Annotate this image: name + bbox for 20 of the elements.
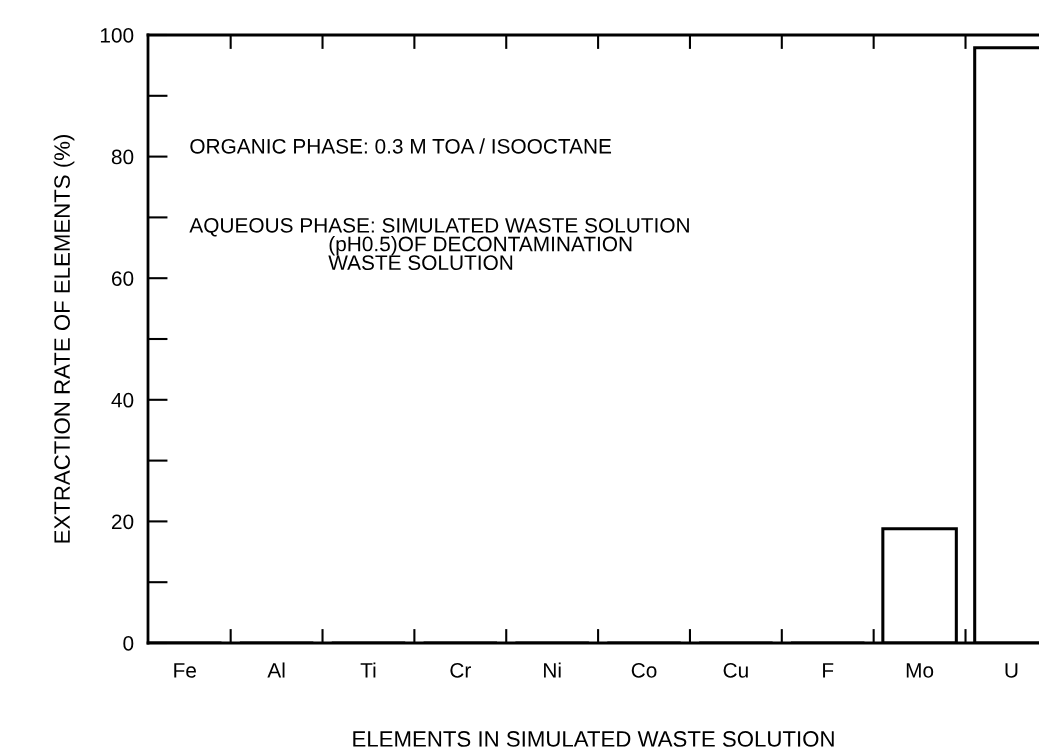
x-tick-label: U	[1005, 663, 1018, 678]
annotation: ORGANIC PHASE: 0.3 M TOA / ISOOCTANE	[190, 138, 612, 154]
x-tick-label: Mo	[906, 663, 934, 678]
x-tick-label: Co	[631, 662, 657, 678]
x-tick-label: Al	[267, 662, 285, 678]
x-tick-label: Cr	[450, 662, 471, 678]
y-tick-label: 60	[112, 271, 134, 286]
x-tick-label: Ni	[544, 662, 561, 678]
y-tick-label: 0	[123, 636, 134, 651]
y-tick-label: 100	[100, 28, 134, 43]
annotation: AQUEOUS PHASE: SIMULATED WASTE SOLUTION (pH0.5)OF DECONTAMINATION WASTE SOLUTION	[189, 217, 689, 271]
x-tick-label: F	[823, 663, 834, 678]
y-axis-title: EXTRACTION RATE OF ELEMENTS (%)	[53, 135, 75, 543]
y-tick-label: 80	[111, 149, 134, 165]
y-tick-label: 20	[111, 514, 134, 530]
x-tick-label: Fe	[174, 663, 196, 678]
x-tick-label: Cu	[723, 662, 748, 678]
x-axis-title: ELEMENTS IN SIMULATED WASTE SOLUTION	[353, 731, 834, 747]
x-tick-label: Ti	[360, 662, 376, 678]
y-tick-label: 40	[111, 392, 134, 408]
